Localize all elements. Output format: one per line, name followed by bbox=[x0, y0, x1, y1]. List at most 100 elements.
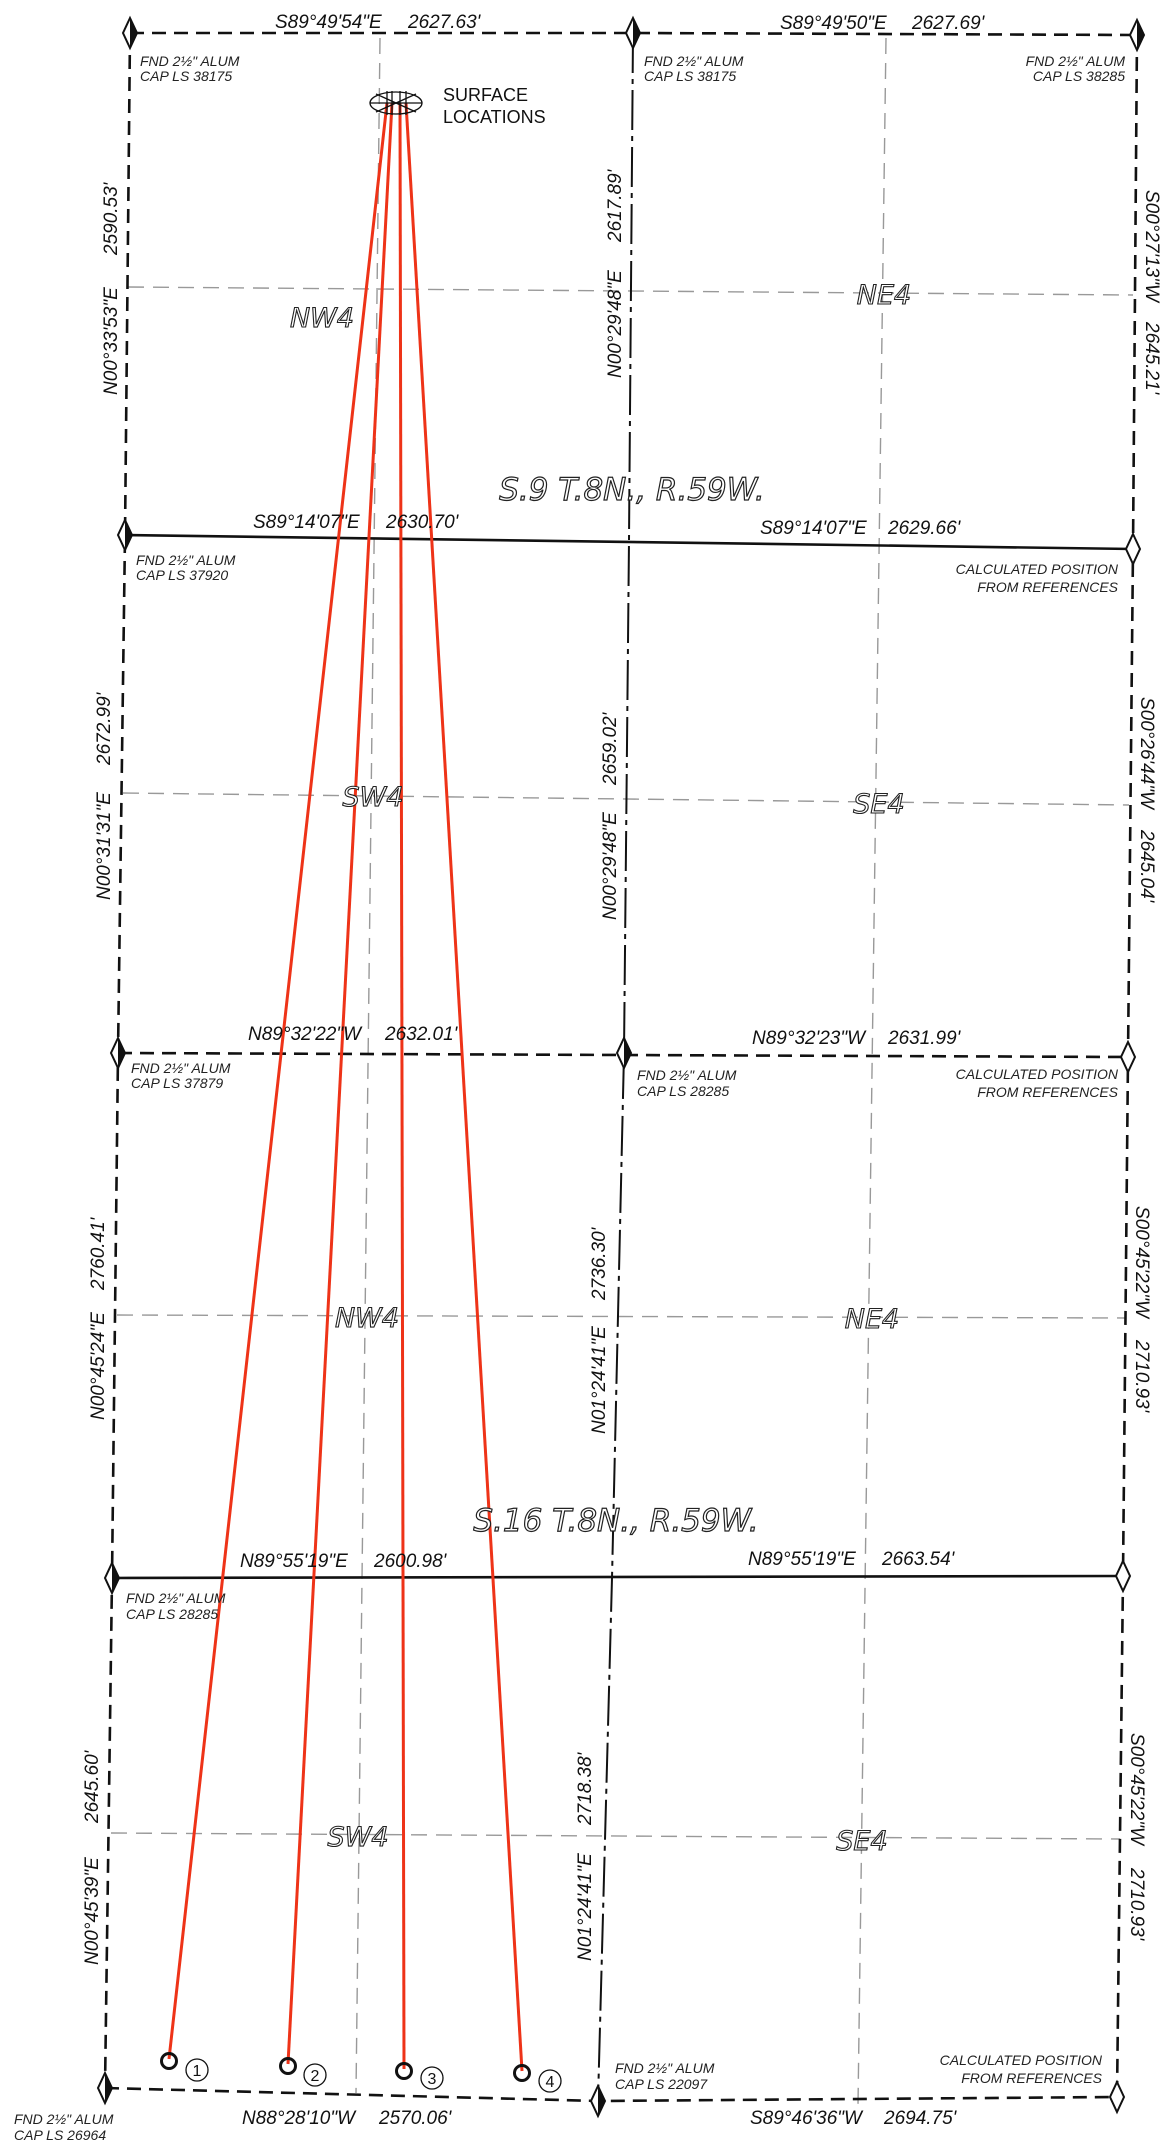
quarter-label-s16-sw: SW4 bbox=[327, 1822, 388, 1853]
monuments bbox=[96, 15, 1146, 2119]
note-s-quarter-line-2: CAP LS 22097 bbox=[615, 2076, 708, 2092]
note-se-corner-line-2: FROM REFERENCES bbox=[961, 2070, 1102, 2086]
bearing-s16-mid-right: N89°55'19"E bbox=[748, 1549, 856, 1570]
section-label-s16: S.16 T.8N., R.59W. bbox=[473, 1503, 758, 1539]
distance-top-right: 2627.69' bbox=[911, 13, 986, 34]
bearing-s16-mid-left: N89°55'19"E bbox=[240, 1551, 348, 1572]
note-e-section-line-line-2: FROM REFERENCES bbox=[977, 1084, 1118, 1100]
note-s-quarter-line-1: FND 2½" ALUM bbox=[615, 2060, 715, 2076]
note-ne-corner-line-2: CAP LS 38285 bbox=[1033, 68, 1125, 84]
well-path-2 bbox=[286, 102, 394, 2065]
note-n-quarter-line-2: CAP LS 38175 bbox=[644, 68, 736, 84]
calculated-position-e-section-line-icon bbox=[1119, 1039, 1137, 1075]
well-path-4 bbox=[404, 102, 524, 2072]
bearing-bottom-left: N88°28'10"W bbox=[242, 2108, 357, 2129]
monument-nw-corner-icon bbox=[121, 15, 139, 51]
well-number-2-circle bbox=[303, 2063, 327, 2087]
bearing-center-3: N01°24'41"E bbox=[589, 1326, 610, 1434]
quarter-label-s9-nw: NW4 bbox=[290, 303, 354, 334]
bearing-s9-mid-right: S89°14'07"E bbox=[760, 518, 867, 539]
note-ne-corner-line-1: FND 2½" ALUM bbox=[1026, 53, 1126, 69]
bearing-top-left: S89°49'54"E bbox=[275, 12, 382, 33]
well-number-3: 3 bbox=[428, 2071, 437, 2088]
monument-c-section-line-icon bbox=[615, 1035, 633, 1071]
surface-label-line-1: SURFACE bbox=[443, 85, 528, 105]
bottom-hole-3-icon bbox=[395, 2062, 413, 2080]
east-bearings: S00°27'13"W 2645.21' S00°26'44"W 2645.04… bbox=[1126, 190, 1162, 1942]
calculated-position-se-corner-icon bbox=[1108, 2079, 1126, 2115]
bearing-top-right: S89°49'50"E bbox=[780, 13, 887, 34]
distance-s16-mid-left: 2600.98' bbox=[373, 1551, 448, 1572]
bottom-hole-markers: 1 2 3 4 bbox=[160, 2052, 562, 2093]
well-number-4: 4 bbox=[546, 2074, 555, 2091]
bearing-west-1: N00°33'53"E bbox=[101, 287, 122, 395]
bearing-east-4: S00°45'22"W bbox=[1126, 1733, 1147, 1847]
quarter-label-s9-sw: SW4 bbox=[342, 782, 403, 813]
note-n-quarter-line-1: FND 2½" ALUM bbox=[644, 53, 744, 69]
east-half-vertical-quarter-line bbox=[857, 37, 887, 2106]
distance-east-2: 2645.04' bbox=[1136, 829, 1157, 904]
note-w-section-line-line-2: CAP LS 37879 bbox=[131, 1075, 223, 1091]
bearing-center-2: N00°29'48"E bbox=[600, 812, 621, 920]
distance-top-left: 2627.63' bbox=[407, 12, 482, 33]
bearing-east-2: S00°26'44"W bbox=[1136, 697, 1157, 811]
well-path-1 bbox=[167, 102, 389, 2060]
note-e-quarter-s9-line-1: CALCULATED POSITION bbox=[956, 561, 1119, 577]
s16-quarter-line-east-west bbox=[111, 1574, 1124, 1580]
distance-west-1: 2590.53' bbox=[101, 181, 122, 256]
quarter-labels: NW4 NE4 SW4 SE4 NW4 NE4 SW4 SE4 bbox=[289, 279, 911, 1857]
distance-center-2: 2659.02' bbox=[600, 711, 621, 786]
note-c-section-line-line-1: FND 2½" ALUM bbox=[637, 1067, 737, 1083]
horizontal-bearings: S89°49'54"E 2627.63' S89°49'50"E 2627.69… bbox=[240, 12, 986, 2129]
s9-quarter-line-east-west bbox=[124, 533, 1134, 551]
bearing-line-mid-right: N89°32'23"W bbox=[752, 1028, 867, 1049]
note-nw-corner-line-1: FND 2½" ALUM bbox=[140, 53, 240, 69]
distance-s16-mid-right: 2663.54' bbox=[881, 1549, 956, 1570]
monument-w-quarter-s16-icon bbox=[103, 1560, 121, 1596]
bearing-east-1: S00°27'13"W bbox=[1141, 190, 1162, 304]
s16-south-half-quarter-line bbox=[110, 1832, 1121, 1840]
note-e-section-line-line-1: CALCULATED POSITION bbox=[956, 1066, 1119, 1082]
note-se-corner-line-1: CALCULATED POSITION bbox=[940, 2052, 1103, 2068]
distance-bottom-left: 2570.06' bbox=[378, 2108, 453, 2129]
well-number-4-circle bbox=[538, 2069, 562, 2093]
well-paths bbox=[167, 102, 524, 2072]
distance-center-4: 2718.38' bbox=[575, 1751, 596, 1826]
distance-center-1: 2617.89' bbox=[605, 168, 626, 243]
monument-w-section-line-icon bbox=[109, 1035, 127, 1071]
note-w-quarter-s9-line-1: FND 2½" ALUM bbox=[136, 552, 236, 568]
quarter-label-s9-se: SE4 bbox=[853, 789, 904, 820]
monument-sw-corner-icon bbox=[96, 2070, 114, 2106]
bearing-bottom-right: S89°46'36"W bbox=[750, 2108, 864, 2129]
north-boundary bbox=[130, 31, 1138, 37]
monument-s-quarter-icon bbox=[589, 2083, 607, 2119]
note-nw-corner-line-2: CAP LS 38175 bbox=[140, 68, 232, 84]
well-number-1: 1 bbox=[193, 2063, 202, 2080]
distance-line-mid-left: 2632.01' bbox=[384, 1024, 459, 1045]
distance-west-4: 2645.60' bbox=[82, 1749, 103, 1824]
west-bearings: N00°33'53"E 2590.53' N00°31'31"E 2672.99… bbox=[82, 181, 122, 1965]
bearing-center-1: N00°29'48"E bbox=[605, 270, 626, 378]
distance-west-3: 2760.41' bbox=[88, 1216, 109, 1291]
center-bearings: N00°29'48"E 2617.89' N00°29'48"E 2659.02… bbox=[575, 168, 626, 1961]
monument-n-quarter-icon bbox=[624, 15, 642, 51]
distance-west-2: 2672.99' bbox=[94, 691, 115, 766]
calculated-position-e-quarter-s9-icon bbox=[1124, 531, 1142, 567]
center-section-line bbox=[597, 32, 634, 2102]
distance-center-3: 2736.30' bbox=[589, 1226, 610, 1301]
surface-label-line-2: LOCATIONS bbox=[443, 107, 546, 127]
bottom-hole-2-icon bbox=[279, 2057, 297, 2075]
monument-w-quarter-s9-icon bbox=[116, 517, 134, 553]
bearing-center-4: N01°24'41"E bbox=[575, 1853, 596, 1961]
bearing-west-3: N00°45'24"E bbox=[88, 1312, 109, 1420]
bottom-hole-4-icon bbox=[513, 2064, 531, 2082]
note-sw-corner-line-2: CAP LS 26964 bbox=[14, 2127, 106, 2143]
distance-s9-mid-left: 2630.70' bbox=[385, 512, 460, 533]
note-sw-corner-line-1: FND 2½" ALUM bbox=[14, 2111, 114, 2127]
quarter-label-s16-ne: NE4 bbox=[845, 1304, 899, 1335]
note-w-quarter-s9-line-2: CAP LS 37920 bbox=[136, 567, 228, 583]
bearing-east-3: S00°45'22"W bbox=[1131, 1206, 1152, 1320]
quarter-label-s9-ne: NE4 bbox=[857, 280, 911, 311]
bottom-hole-1-icon bbox=[160, 2052, 178, 2070]
